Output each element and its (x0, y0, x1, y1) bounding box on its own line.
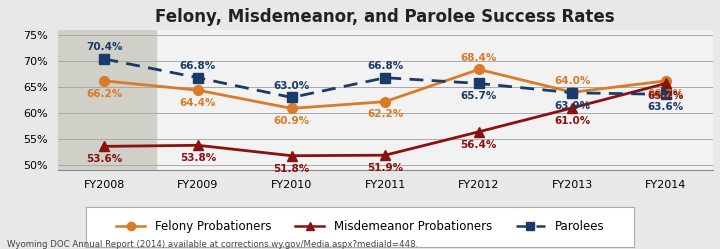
Text: 66.2%: 66.2% (648, 89, 684, 99)
Text: 51.9%: 51.9% (367, 163, 403, 173)
Legend: Felony Probationers, Misdemeanor Probationers, Parolees: Felony Probationers, Misdemeanor Probati… (111, 215, 609, 238)
Text: 65.7%: 65.7% (648, 91, 684, 101)
Text: 53.8%: 53.8% (180, 153, 216, 163)
Text: 63.9%: 63.9% (554, 101, 590, 111)
Text: 62.2%: 62.2% (367, 109, 403, 120)
Text: 51.8%: 51.8% (274, 164, 310, 174)
Text: Wyoming DOC Annual Report (2014) available at corrections.wy.gov/Media.aspx?medi: Wyoming DOC Annual Report (2014) availab… (7, 240, 418, 249)
Text: 65.7%: 65.7% (461, 91, 497, 101)
Text: 64.0%: 64.0% (554, 76, 590, 86)
Text: 56.4%: 56.4% (461, 140, 497, 150)
Text: 53.6%: 53.6% (86, 154, 122, 164)
Text: 68.4%: 68.4% (461, 53, 497, 63)
Text: 66.2%: 66.2% (86, 89, 122, 99)
Text: 61.0%: 61.0% (554, 116, 590, 126)
Text: 66.8%: 66.8% (180, 61, 216, 71)
Text: 63.6%: 63.6% (648, 102, 684, 112)
Text: 66.8%: 66.8% (367, 61, 403, 71)
Bar (58, 30, 156, 170)
Text: 63.0%: 63.0% (274, 81, 310, 91)
Text: 70.4%: 70.4% (86, 42, 122, 52)
Title: Felony, Misdemeanor, and Parolee Success Rates: Felony, Misdemeanor, and Parolee Success… (156, 7, 615, 26)
Text: 64.4%: 64.4% (180, 98, 216, 108)
Text: 60.9%: 60.9% (274, 116, 310, 126)
